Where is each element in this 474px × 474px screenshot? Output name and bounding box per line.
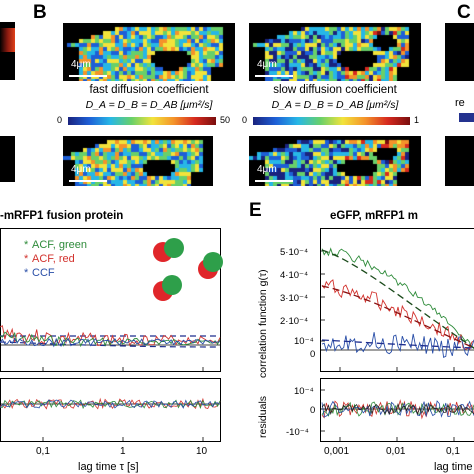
slow-diffusion-map-bottom: 4μm	[249, 136, 421, 186]
left-trace-blue	[0, 337, 221, 348]
scale-bar	[255, 75, 293, 77]
right-plot-frame	[320, 228, 474, 372]
left-plot-frame	[0, 228, 221, 372]
right-xtick-0: 0,001	[324, 446, 349, 457]
left-plot: * ACF, green * ACF, red * CCF 0,1 1 10 l…	[0, 228, 223, 473]
legend-acf-red: ACF, red	[32, 253, 75, 265]
legend-marker-blue: *	[24, 267, 29, 279]
scale-bar-label: 4μm	[257, 59, 277, 70]
left-plot-title: -mRFP1 fusion protein	[0, 210, 124, 222]
fast-diffusion-map-bottom: 4μm	[63, 136, 213, 186]
right-trace-green	[321, 247, 474, 350]
left-residual-green	[0, 399, 221, 410]
left-xtick-0: 0,1	[36, 446, 50, 457]
right-ytick-4: 10⁻⁴	[294, 336, 314, 347]
right-ytick-3: 2·10⁻⁴	[280, 316, 308, 327]
left-xtick-1: 1	[120, 446, 126, 457]
left-trace-green	[0, 331, 221, 348]
panel-c-label-fragment: re	[455, 97, 465, 109]
legend-ccf: CCF	[32, 267, 55, 279]
fast-colorbar-max: 50	[220, 115, 231, 125]
panel-label-c: C	[457, 2, 471, 23]
scale-bar	[69, 75, 107, 77]
slow-colorbar	[253, 117, 410, 125]
right-res-ytick-0: 10⁻⁴	[294, 386, 314, 397]
right-res-ytick-1: 0	[310, 405, 315, 416]
panel-label-b: B	[33, 2, 47, 23]
right-ytick-1: 4·10⁻⁴	[280, 270, 308, 281]
right-plot: correlation function g(τ) residuals 5·10…	[257, 228, 474, 473]
fast-colorbar	[68, 117, 216, 125]
right-residual-red	[321, 399, 474, 420]
right-res-ytick-2: -10⁻⁴	[286, 427, 309, 438]
right-ytick-5: 0	[310, 349, 315, 360]
scale-bar-label: 4μm	[257, 164, 277, 175]
slow-colorbar-max: 1	[414, 115, 420, 125]
right-xtick-2: 0,1	[446, 446, 460, 457]
right-ylabel: correlation function g(τ)	[257, 269, 269, 378]
left-xlabel: lag time τ [s]	[78, 461, 139, 473]
right-fit-ccf	[321, 339, 474, 349]
right-residual-blue	[321, 400, 474, 418]
right-xtick-1: 0,01	[386, 446, 406, 457]
right-fit-red	[321, 285, 474, 349]
fast-diffusion-map-top: 4μm	[63, 23, 235, 81]
panel-label-e: E	[249, 200, 262, 221]
slow-diffusion-map-top: 4μm	[249, 23, 421, 81]
right-xlabel: lag time	[434, 461, 473, 473]
left-residual-blue	[0, 399, 221, 409]
scale-bar-label: 4μm	[71, 59, 91, 70]
right-trace-blue	[321, 332, 474, 358]
scale-bar-label: 4μm	[71, 164, 91, 175]
fast-colorbar-title: fast diffusion coefficient	[89, 84, 209, 96]
panel-c-fragment-top	[445, 23, 474, 81]
scale-bar	[69, 180, 107, 182]
legend-marker-green: *	[24, 239, 29, 251]
right-ytick-2: 3·10⁻⁴	[280, 293, 308, 304]
right-residual-frame	[320, 378, 474, 442]
slow-colorbar-subtitle: D_A = D_B = D_AB [μm²/s]	[271, 99, 399, 111]
legend-acf-green: ACF, green	[32, 239, 87, 251]
right-plot-title: eGFP, mRFP1 m	[330, 210, 418, 222]
right-fit-green	[321, 249, 474, 349]
slow-colorbar-title: slow diffusion coefficient	[273, 84, 397, 96]
slow-colorbar-min: 0	[242, 115, 248, 125]
left-residual-frame	[0, 378, 221, 442]
right-residual-ylabel: residuals	[257, 396, 269, 438]
panel-c-colorbar-fragment	[459, 113, 474, 122]
fusion-protein-illustration	[153, 238, 223, 301]
scale-bar	[255, 180, 293, 182]
right-trace-red	[321, 279, 474, 350]
fast-colorbar-subtitle: D_A = D_B = D_AB [μm²/s]	[85, 99, 213, 111]
right-ytick-0: 5·10⁻⁴	[280, 247, 308, 258]
panel-a-fragment-top	[0, 22, 15, 80]
fast-colorbar-min: 0	[57, 115, 63, 125]
right-residual-black	[321, 402, 474, 415]
legend-marker-red: *	[24, 253, 29, 265]
panel-a-fragment-bottom	[0, 136, 15, 182]
left-xtick-2: 10	[196, 446, 208, 457]
left-fit-line-acf	[0, 341, 221, 348]
panel-c-fragment-bottom	[445, 136, 474, 186]
